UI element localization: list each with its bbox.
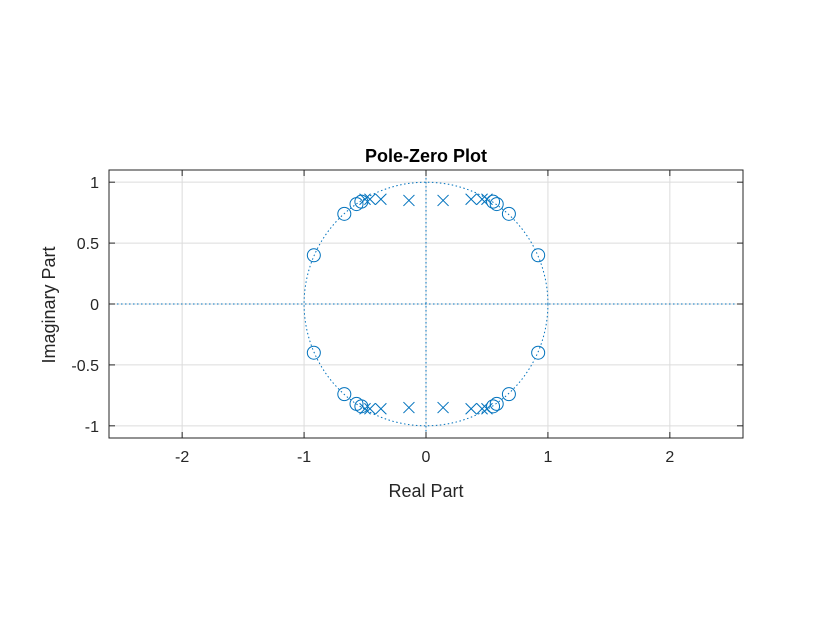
pole-marker	[403, 194, 415, 207]
x-tick-labels: -2 -1 0 1 2	[175, 449, 674, 466]
zero-marker	[489, 197, 504, 212]
pole-marker	[465, 402, 477, 415]
pole-marker	[481, 402, 493, 415]
pole-marker-stroke	[375, 193, 387, 206]
pole-marker-stroke	[437, 401, 449, 414]
pole-marker-stroke	[359, 193, 371, 206]
pole-marker	[476, 402, 488, 415]
x-axis-label: Real Part	[388, 481, 463, 501]
pole-marker-stroke	[465, 193, 477, 206]
zero-marker	[501, 206, 516, 221]
pole-marker	[364, 402, 376, 415]
x-tick-label: 0	[422, 449, 431, 466]
x-tick-label: 2	[665, 449, 674, 466]
unit-circle	[303, 181, 549, 427]
pole-marker	[437, 401, 449, 414]
pole-marker	[359, 402, 371, 415]
zero-marker	[306, 248, 321, 263]
y-tick-label: 1	[90, 175, 99, 192]
zero-marker	[306, 345, 321, 360]
pole-marker	[403, 401, 415, 414]
chart-title: Pole-Zero Plot	[365, 146, 487, 166]
y-tick-labels: -1 -0.5 0 0.5 1	[71, 175, 99, 436]
pole-marker-stroke	[465, 402, 477, 415]
pole-marker-stroke	[403, 194, 415, 207]
pole-marker-stroke	[403, 401, 415, 414]
pole-marker-stroke	[476, 402, 488, 415]
zero-marker	[489, 396, 504, 411]
pole-marker-stroke	[359, 402, 371, 415]
pole-marker	[465, 193, 477, 206]
pole-marker-stroke	[364, 402, 376, 415]
x-tick-label: -1	[297, 449, 311, 466]
zero-marker	[501, 387, 516, 402]
y-tick-label: -0.5	[71, 358, 99, 375]
pole-marker	[437, 194, 449, 207]
y-axis-label: Imaginary Part	[39, 246, 59, 363]
pole-marker	[476, 193, 488, 206]
pole-marker	[364, 193, 376, 206]
pole-marker-stroke	[375, 402, 387, 415]
zero-marker	[486, 194, 501, 209]
tick-marks	[109, 170, 743, 438]
y-tick-label: 0.5	[77, 236, 99, 253]
pole-marker-stroke	[437, 194, 449, 207]
zero-marker	[486, 399, 501, 414]
poles-series	[359, 193, 493, 415]
zero-marker	[531, 248, 546, 263]
pole-marker	[375, 402, 387, 415]
reference-lines	[109, 170, 743, 438]
y-tick-label: 0	[90, 297, 99, 314]
pole-marker-stroke	[481, 402, 493, 415]
plot-area: -2 -1 0 1 2 -1 -0.5 0 0.5 1	[71, 169, 744, 466]
zero-marker	[337, 206, 352, 221]
pole-marker-stroke	[481, 193, 493, 206]
pole-marker	[481, 193, 493, 206]
zero-marker	[531, 345, 546, 360]
pole-marker	[359, 193, 371, 206]
pole-marker	[375, 193, 387, 206]
pole-marker-stroke	[364, 193, 376, 206]
x-tick-label: -2	[175, 449, 189, 466]
x-tick-label: 1	[543, 449, 552, 466]
y-tick-label: -1	[85, 419, 99, 436]
pole-marker-stroke	[476, 193, 488, 206]
zero-marker	[337, 387, 352, 402]
